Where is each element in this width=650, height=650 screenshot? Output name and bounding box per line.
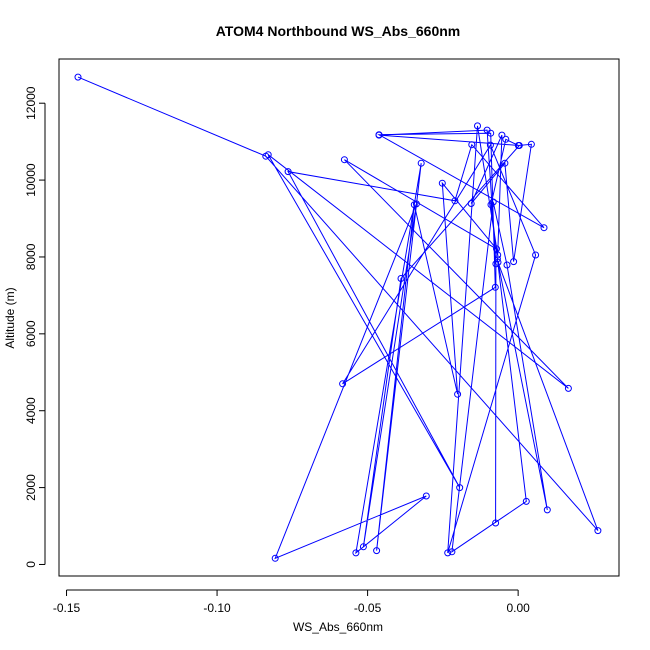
data-point xyxy=(340,156,348,164)
y-tick-label: 4000 xyxy=(24,397,38,424)
data-point xyxy=(375,131,383,139)
data-point xyxy=(373,547,381,555)
data-point xyxy=(543,506,551,514)
data-point xyxy=(468,141,476,149)
data-point xyxy=(444,549,452,557)
y-axis: 0 2000 4000 6000 8000 10000 12000 xyxy=(24,86,46,568)
data-point xyxy=(540,224,548,232)
data-point xyxy=(514,142,522,149)
data-point xyxy=(486,141,494,149)
data-point xyxy=(467,200,475,207)
data-point xyxy=(410,201,418,209)
y-tick-label: 0 xyxy=(24,561,38,568)
data-point xyxy=(594,527,602,535)
data-point xyxy=(422,492,430,500)
data-point xyxy=(501,159,509,167)
y-tick-label: 8000 xyxy=(24,243,38,270)
data-point xyxy=(417,159,425,167)
y-tick-label: 10000 xyxy=(24,163,38,197)
x-tick-label: 0.00 xyxy=(506,601,530,615)
x-tick-label: -0.15 xyxy=(53,601,81,615)
data-point xyxy=(494,251,502,259)
y-tick-label: 12000 xyxy=(24,86,38,120)
data-point xyxy=(487,129,495,137)
y-tick-label: 2000 xyxy=(24,474,38,501)
data-point xyxy=(503,261,511,269)
data-point xyxy=(502,135,510,143)
data-point xyxy=(359,543,367,551)
chart-title: ATOM4 Northbound WS_Abs_660nm xyxy=(216,23,461,39)
data-point xyxy=(454,390,462,398)
data-point xyxy=(491,283,499,291)
data-point xyxy=(494,258,502,266)
data-point xyxy=(493,255,501,263)
plot-area-border xyxy=(58,58,620,577)
series-line xyxy=(77,76,599,560)
data-point xyxy=(271,554,279,562)
data-point xyxy=(456,484,464,492)
data-point xyxy=(489,198,497,206)
data-point xyxy=(564,384,572,392)
data-point xyxy=(474,122,481,130)
data-point xyxy=(492,260,500,268)
series-altitude-profile xyxy=(74,73,602,562)
data-point xyxy=(262,152,270,160)
data-point xyxy=(527,140,535,148)
data-point xyxy=(284,168,292,176)
x-axis: -0.15 -0.10 -0.05 0.00 xyxy=(53,589,530,615)
data-point xyxy=(448,548,456,556)
y-axis-label: Altitude (m) xyxy=(3,287,17,348)
x-tick-label: -0.05 xyxy=(354,601,382,615)
data-point xyxy=(451,197,459,205)
data-point xyxy=(74,73,82,81)
data-point xyxy=(438,179,446,187)
data-point xyxy=(492,519,500,527)
data-point xyxy=(522,497,530,505)
data-point xyxy=(498,131,506,139)
y-tick-label: 6000 xyxy=(24,320,38,347)
data-point xyxy=(532,251,540,259)
data-point xyxy=(339,380,347,388)
data-point xyxy=(510,258,518,266)
x-axis-label: WS_Abs_660nm xyxy=(293,620,383,634)
data-point xyxy=(352,549,360,557)
x-tick-label: -0.10 xyxy=(203,601,231,615)
data-point xyxy=(397,275,405,282)
